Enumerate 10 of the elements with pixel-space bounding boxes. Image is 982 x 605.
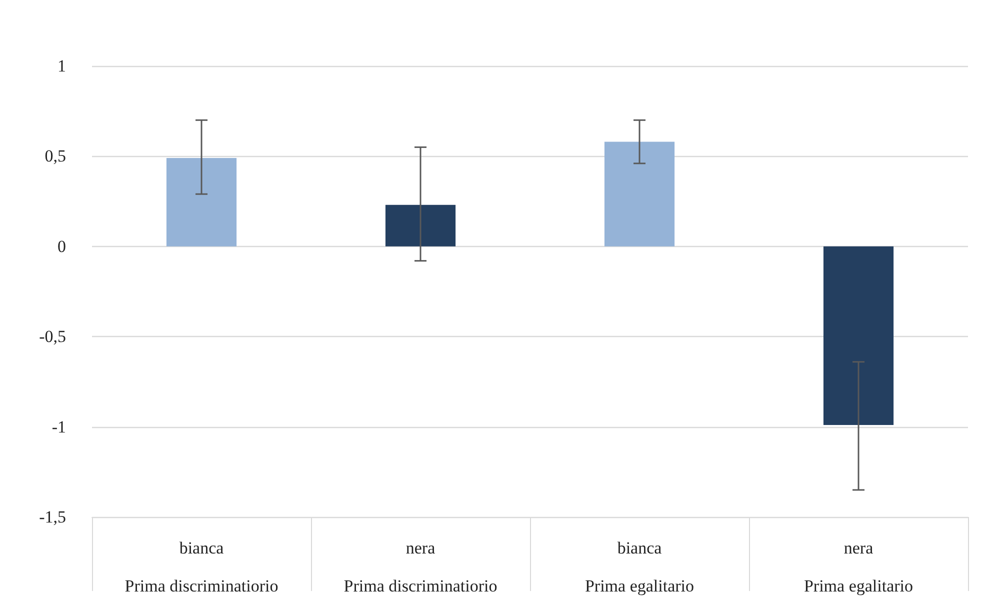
- y-tick-label: -1: [52, 417, 66, 436]
- x-tick-label: bianca Prima egalitario: [584, 538, 694, 596]
- y-tick-label: -0,5: [39, 327, 66, 346]
- x-tick-label: bianca Prima discriminatiorio: [124, 538, 278, 596]
- y-tick-label: 1: [58, 56, 66, 76]
- y-tick-label: -1,5: [39, 508, 66, 526]
- x-tick-label: nera Prima egalitario: [804, 538, 914, 596]
- x-tick-label: nera Prima discriminatiorio: [344, 538, 498, 596]
- y-tick-label: 0: [58, 236, 66, 256]
- y-tick-label: 0,5: [44, 146, 66, 166]
